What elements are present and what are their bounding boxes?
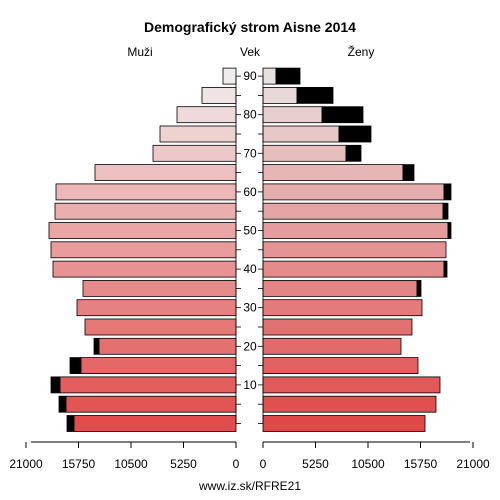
female-bar-50-54 <box>262 222 449 239</box>
female-bar-85-89 <box>262 87 298 104</box>
female-bar-80-84 <box>262 106 323 124</box>
x-tick-label: 15750 <box>404 457 438 471</box>
male-bar-25-29 <box>84 318 237 336</box>
male-x-axis: 21000 15750 10500 5250 0 <box>9 441 240 471</box>
center-label: Vek <box>240 45 261 59</box>
footer-text: www.iz.sk/RFRE21 <box>198 479 301 493</box>
age-tick-label: 60 <box>243 185 257 199</box>
male-bar-20-24 <box>98 337 237 355</box>
x-tick-label: 0 <box>260 457 267 471</box>
female-bar-35-39 <box>262 279 418 297</box>
female-excess-35-39 <box>416 279 422 297</box>
female-bar-25-29 <box>262 318 413 336</box>
male-bar-15-19 <box>80 357 237 375</box>
age-tick-label: 40 <box>243 262 257 276</box>
age-tick-label: 10 <box>243 378 257 392</box>
age-tick-label: 20 <box>243 339 257 353</box>
female-excess-60-64 <box>443 183 452 201</box>
x-tick-label: 21000 <box>9 457 43 471</box>
left-label: Muži <box>127 45 152 59</box>
female-bar-55-59 <box>262 202 444 220</box>
age-tick-label: 30 <box>243 301 257 315</box>
age-tick-label: 80 <box>243 108 257 122</box>
female-bar-10-14 <box>262 376 441 394</box>
female-x-axis: 0 5250 10500 15750 21000 <box>260 441 490 471</box>
female-bar-90+ <box>262 67 277 85</box>
female-bar-20-24 <box>262 337 402 355</box>
male-excess-5-9 <box>58 395 67 413</box>
male-excess-0-4 <box>66 415 75 432</box>
female-bars <box>262 67 452 432</box>
chart-title: Demografický strom Aisne 2014 <box>144 19 356 35</box>
male-bar-90+ <box>222 67 237 85</box>
female-bar-5-9 <box>262 395 437 413</box>
male-bar-55-59 <box>54 202 237 220</box>
female-bar-60-64 <box>262 183 445 201</box>
female-excess-75-79 <box>338 125 372 143</box>
male-bar-45-49 <box>50 241 237 259</box>
male-bar-50-54 <box>48 222 237 239</box>
female-bar-75-79 <box>262 125 340 143</box>
male-excess-15-19 <box>69 357 82 375</box>
female-excess-50-54 <box>447 222 452 239</box>
female-excess-85-89 <box>296 87 334 104</box>
male-bar-10-14 <box>59 376 237 394</box>
male-excess-20-24 <box>93 337 100 355</box>
female-bar-45-49 <box>262 241 447 259</box>
female-excess-55-59 <box>442 202 449 220</box>
female-bar-15-19 <box>262 357 419 375</box>
x-tick-label: 5250 <box>302 457 329 471</box>
x-tick-label: 5250 <box>170 457 197 471</box>
female-excess-65-69 <box>402 164 415 182</box>
age-tick-label: 70 <box>243 146 257 160</box>
female-excess-90+ <box>275 67 301 85</box>
x-tick-label: 10500 <box>351 457 385 471</box>
female-excess-80-84 <box>321 106 364 124</box>
male-bar-35-39 <box>82 279 237 297</box>
right-label: Ženy <box>348 44 375 59</box>
x-tick-label: 15750 <box>62 457 96 471</box>
male-bar-65-69 <box>94 164 237 182</box>
female-bar-70-74 <box>262 144 347 162</box>
male-bar-30-34 <box>76 299 237 317</box>
age-tick-label: 90 <box>243 69 257 83</box>
female-excess-40-44 <box>443 260 448 278</box>
x-tick-label: 10500 <box>114 457 148 471</box>
female-bar-40-44 <box>262 260 445 278</box>
female-excess-70-74 <box>345 144 362 162</box>
male-excess-10-14 <box>50 376 61 394</box>
age-tick-label: 50 <box>243 224 257 238</box>
male-bar-40-44 <box>52 260 237 278</box>
male-bar-85-89 <box>201 87 237 104</box>
male-bar-60-64 <box>55 183 237 201</box>
male-bar-75-79 <box>159 125 237 143</box>
male-bar-80-84 <box>176 106 237 124</box>
male-bars <box>48 67 237 432</box>
x-tick-label: 21000 <box>456 457 490 471</box>
age-axis: 10 20 30 40 50 60 70 80 90 <box>235 69 264 424</box>
male-bar-70-74 <box>152 144 237 162</box>
female-bar-65-69 <box>262 164 404 182</box>
x-tick-label: 0 <box>233 457 240 471</box>
male-bar-5-9 <box>65 395 237 413</box>
female-bar-0-4 <box>262 415 426 432</box>
male-bar-0-4 <box>73 415 237 432</box>
female-bar-30-34 <box>262 299 423 317</box>
